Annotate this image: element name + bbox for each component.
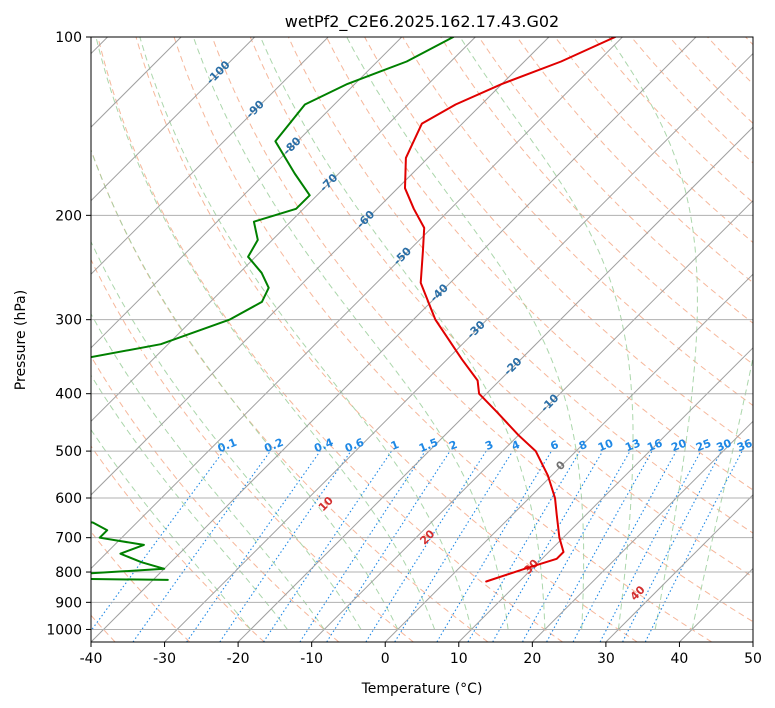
isotherm-line	[91, 37, 550, 496]
moist-adiabat-line	[91, 240, 362, 630]
moist-adiabat-line	[91, 374, 288, 630]
mixing-ratio-line	[132, 450, 271, 642]
plot-area	[91, 37, 753, 642]
x-tick-label: -40	[80, 651, 103, 667]
x-tick-label: 0	[381, 651, 390, 667]
moist-adiabat-line	[91, 428, 252, 630]
data-series	[91, 37, 617, 583]
dry-adiabat-line	[249, 37, 753, 578]
moist-adiabat-line	[346, 37, 585, 630]
mixing-ratio-label: 13	[623, 437, 642, 455]
mixing-ratio-line	[522, 450, 631, 642]
dry-adiabat-line	[211, 37, 753, 623]
moist-adiabats	[91, 37, 753, 630]
dry-adiabat-line	[402, 37, 753, 407]
mixing-ratio-line	[572, 450, 677, 642]
moist-adiabat-line	[95, 37, 436, 630]
dry-adiabat-line	[91, 445, 265, 642]
x-tick-label: -20	[227, 651, 250, 667]
dry-adiabat-line	[287, 37, 753, 534]
mixing-ratio-line	[365, 450, 487, 642]
isotherm-line	[91, 37, 329, 275]
x-tick-label: -30	[153, 651, 176, 667]
chart-title: wetPf2_C2E6.2025.162.17.43.G02	[285, 12, 559, 32]
x-tick-label: 40	[671, 651, 689, 667]
isotherm-line	[91, 37, 697, 642]
isotherm-line	[91, 37, 403, 349]
mixing-ratio-label: 3	[483, 438, 495, 453]
mixing-ratio-lines	[91, 450, 743, 642]
y-tick-label: 1000	[46, 622, 82, 638]
isotherm-line	[91, 37, 256, 202]
y-tick-label: 300	[55, 313, 82, 329]
mixing-ratio-label: 20	[669, 436, 688, 454]
isotherm-line	[531, 420, 753, 642]
mixing-ratio-line	[91, 450, 224, 632]
mixing-ratio-line	[467, 450, 581, 642]
background-layer	[91, 37, 753, 642]
y-tick-label: 200	[55, 208, 82, 224]
mixing-ratio-label: 8	[577, 438, 589, 453]
y-tick-label: 800	[55, 565, 82, 581]
x-axis-ticks: -40 -30 -20 -10 0 10 20 30 40 50	[80, 642, 762, 667]
mixing-ratio-line	[492, 450, 604, 642]
dry-adiabat-line	[592, 37, 753, 204]
x-axis-label: Temperature (°C)	[361, 681, 483, 697]
mixing-ratio-label: 10	[596, 436, 615, 454]
y-tick-label: 700	[55, 531, 82, 547]
isotherms	[91, 37, 753, 642]
mixing-ratio-label: 2	[447, 438, 459, 453]
mixing-ratio-line	[326, 450, 451, 642]
y-tick-label: 400	[55, 387, 82, 403]
mixing-ratio-line	[186, 450, 321, 642]
dry-adiabat-line	[173, 37, 713, 642]
y-axis-ticks: 100 200 300 400 500 600 700 800 900 1000	[46, 30, 91, 638]
y-tick-label: 500	[55, 444, 82, 460]
x-tick-label: 50	[744, 651, 762, 667]
y-tick-label: 600	[55, 491, 82, 507]
mixing-ratio-line	[394, 450, 514, 642]
isotherm-line	[384, 273, 753, 642]
moist-adiabat-line	[192, 37, 509, 630]
x-tick-label: 30	[597, 651, 615, 667]
x-tick-label: -10	[300, 651, 323, 667]
moist-adiabat-line	[139, 37, 472, 630]
isotherm-line	[164, 52, 753, 642]
y-axis-label: Pressure (hPa)	[13, 290, 29, 390]
mixing-ratio-label: 1	[389, 438, 401, 453]
dry-adiabat-line	[91, 258, 414, 642]
dry-adiabat-line	[326, 37, 753, 491]
pressure-gridlines	[91, 37, 753, 630]
mixing-ratio-label: 16	[645, 436, 664, 454]
y-tick-label: 900	[55, 595, 82, 611]
mixing-ratio-label: 36	[735, 436, 754, 454]
plot-frame	[90, 36, 754, 643]
dewpoint-profile	[91, 37, 455, 581]
y-tick-label: 100	[55, 30, 82, 46]
mixing-ratio-line	[436, 450, 552, 642]
dry-adiabat-line	[97, 37, 563, 642]
mixing-ratio-label: 30	[714, 436, 733, 454]
moist-adiabat-line	[91, 148, 399, 630]
dry-adiabat-line	[135, 37, 638, 642]
dry-adiabat-line	[478, 37, 753, 324]
moist-adiabat-line	[691, 355, 753, 630]
isotherm-line	[752, 641, 753, 642]
moist-adiabat-line	[608, 37, 698, 630]
x-tick-label: 10	[450, 651, 468, 667]
temperature-profile	[404, 37, 617, 583]
mixing-ratio-line	[219, 450, 352, 642]
isotherm-line	[311, 199, 753, 642]
x-tick-label: 20	[523, 651, 541, 667]
mixing-ratio-label: 25	[694, 437, 713, 455]
isotherm-line	[237, 126, 753, 642]
isotherm-line	[605, 494, 753, 642]
dry-adiabat-line	[630, 37, 753, 164]
